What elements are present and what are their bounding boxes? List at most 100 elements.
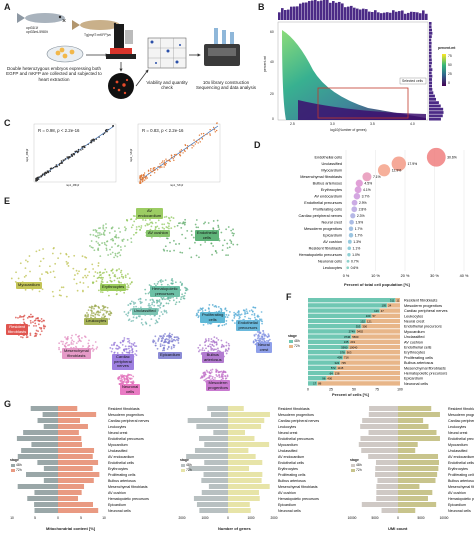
f-bar-48h [308, 298, 396, 303]
d-category-label: Neural crest [322, 221, 343, 225]
g-bar-48h [42, 412, 58, 417]
g-bar-48h [210, 412, 228, 417]
g-category-label: AV cushion [448, 491, 466, 495]
f-count-48h: 2749 [349, 330, 356, 334]
g-category-label: Mesenchymal fibroblasts [108, 485, 148, 489]
panel-d: 0 % 10 % 20 % 30 % 40 % Endothelial cells 30.6… [258, 142, 474, 292]
left-correlation-stat: R = 0.98, p < 2.2e-16 [38, 128, 80, 133]
f-bar-48h [308, 376, 327, 381]
g-bar-48h [376, 496, 398, 501]
g-x-tick: 10 [10, 516, 14, 520]
panel-f-stacked-bars: 311 11 Resident fibroblasts 105 24 Mesoderm p… [307, 298, 448, 391]
d-category-label: Unclassified [322, 162, 342, 166]
g-bar-72h [398, 436, 440, 441]
f-bar-48h [308, 324, 362, 329]
umap-cluster [89, 223, 133, 259]
cluster-label-mesenchymal-fibroblasts: Mesenchymal fibroblasts [62, 348, 91, 360]
d-x-tick: 30 % [430, 274, 439, 278]
f-bar-48h [308, 318, 366, 324]
g-legend-swatch-72h-2 [181, 469, 185, 472]
g-bar-72h [398, 496, 428, 501]
g-bar-48h [208, 484, 228, 489]
g-category-label: Mesoderm progenitors [108, 413, 144, 417]
d-x-tick: 10 % [371, 274, 380, 278]
g-category-label: Cardiac peripheral nerves [108, 419, 149, 423]
g-legend-title-2: stage [180, 458, 189, 462]
g-bar-48h [368, 454, 398, 459]
d-category-label: Endothelial precursors [304, 201, 342, 205]
f-category-label: Mesenchymal fibroblasts [404, 366, 446, 370]
g-bar-72h [58, 472, 100, 477]
panel-e: AV endocardium AV cushion Endothelial ce… [0, 200, 285, 398]
f-count-72h: 86 [318, 382, 322, 386]
d-value-label: 1.1% [353, 246, 361, 250]
g-bar-72h [58, 418, 81, 423]
f-bar-72h [395, 298, 400, 303]
g-category-label: Bulbus arteriosus [278, 479, 306, 483]
d-value-label: 1.7% [355, 233, 363, 237]
g-category-label: Erythrocytes [108, 467, 128, 471]
g-bar-72h [228, 496, 260, 501]
panel-letter-f: F [286, 292, 292, 302]
g-bar-48h [360, 436, 398, 441]
d-x-tick: 40 % [460, 274, 469, 278]
panel-letter-g: G [4, 399, 12, 409]
d-value-label: 4.1% [363, 188, 371, 192]
g-bar-48h [207, 406, 228, 411]
g-bar-72h [228, 454, 256, 459]
f-bar-72h [348, 344, 400, 350]
f-count-48h: 126 [374, 309, 379, 313]
g-bar-48h [361, 448, 398, 453]
g-category-label: Mesenchymal fibroblasts [448, 485, 474, 489]
panel-letter-d: D [254, 140, 261, 150]
g-bar-72h [58, 412, 97, 417]
f-count-72h: 735 [341, 361, 346, 365]
microscope-icon [106, 24, 136, 59]
f-count-72h: 10040 [349, 345, 357, 349]
x-tick: 3.0 [330, 122, 335, 126]
g-bar-72h [228, 436, 255, 441]
f-x-tick: 100 [397, 387, 403, 391]
f-category-label: Neural crest [404, 320, 425, 324]
g-bar-72h [398, 418, 424, 423]
g-bar-72h [228, 478, 262, 483]
d-value-label: 1.0% [352, 253, 360, 257]
g-bar-48h [34, 502, 58, 507]
g-category-label: Leukocytes [278, 425, 296, 429]
f-bar-48h [308, 308, 380, 313]
g-bar-72h [228, 502, 250, 507]
d-x-tick: 0 % [343, 274, 350, 278]
f-category-label: Erythrocytes [404, 351, 425, 355]
g-category-label: Resident fibroblasts [448, 407, 474, 411]
g-category-label: Proliferating cells [278, 473, 306, 477]
f-x-tick: 0 [307, 387, 309, 391]
g-bar-48h [361, 502, 398, 507]
g-x-tick: 5 [34, 516, 36, 520]
d-bubble [377, 164, 391, 177]
g-category-label: Proliferating cells [108, 473, 136, 477]
f-category-label: Proliferating cells [404, 356, 433, 360]
g-x-tick: 1000 [201, 516, 208, 520]
g-bar-72h [58, 442, 82, 447]
y-tick: 0 [272, 117, 274, 121]
y-tick: 60 [270, 30, 274, 34]
g-bar-48h [193, 496, 228, 501]
replicate-72h-points [139, 122, 218, 185]
f-category-label: Endothelial cells [404, 346, 432, 350]
d-value-label: 17.9% [407, 162, 417, 166]
g-bar-72h [228, 508, 251, 513]
g-x-tick: 5000 [417, 516, 424, 520]
d-bubble [347, 253, 351, 257]
d-x-axis-label: Percent of total cell population [%] [344, 282, 410, 287]
d-bubble [348, 226, 354, 231]
cluster-label-resident-fibroblasts: Resident fibroblasts [6, 324, 29, 336]
f-count-48h: 105 [381, 304, 386, 308]
top-density-histogram [278, 0, 428, 21]
panel-a: × [0, 0, 256, 112]
g-category-label: Endothelial cells [108, 461, 134, 465]
f-bar-48h [308, 303, 388, 308]
g-x-tick: 2000 [178, 516, 185, 520]
g-legend-title: stage [10, 458, 19, 462]
f-x-axis-label: Percent of cells [%] [332, 392, 369, 397]
umap-cluster [152, 332, 180, 352]
